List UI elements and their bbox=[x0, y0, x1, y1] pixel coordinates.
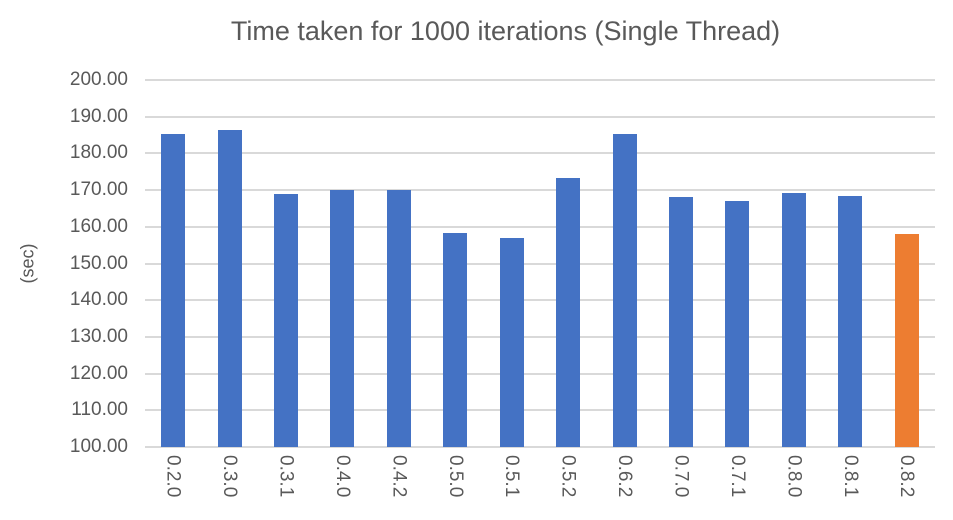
bar-slot bbox=[427, 80, 483, 447]
x-tick-slot: 0.5.2 bbox=[540, 455, 596, 520]
x-tick-label: 0.7.1 bbox=[726, 455, 748, 498]
gridline bbox=[145, 189, 935, 192]
x-tick-label: 0.5.0 bbox=[444, 455, 466, 498]
bar-0.8.0[interactable] bbox=[781, 193, 806, 447]
y-tick-label: 190.00 bbox=[69, 105, 128, 127]
y-tick-label: 200.00 bbox=[69, 69, 128, 90]
x-tick-label: 0.8.2 bbox=[896, 455, 918, 498]
bar-slot bbox=[258, 80, 314, 447]
x-tick-label: 0.2.0 bbox=[162, 455, 184, 498]
gridline bbox=[145, 225, 935, 228]
y-tick-label: 180.00 bbox=[69, 142, 128, 164]
bar-slot bbox=[653, 80, 709, 447]
x-tick-label: 0.3.1 bbox=[275, 455, 297, 498]
bar-0.5.0[interactable] bbox=[443, 232, 468, 447]
y-tick-label: 110.00 bbox=[71, 399, 128, 421]
bar-0.3.1[interactable] bbox=[274, 194, 299, 447]
x-tick-slot: 0.7.0 bbox=[653, 455, 709, 520]
bar-slot bbox=[371, 80, 427, 447]
x-tick-slot: 0.2.0 bbox=[145, 455, 201, 520]
gridline bbox=[145, 115, 935, 118]
x-tick-label: 0.3.0 bbox=[219, 455, 241, 498]
x-tick-label: 0.8.0 bbox=[783, 455, 805, 498]
gridline bbox=[145, 152, 935, 155]
bar-slot bbox=[145, 80, 201, 447]
x-tick-slot: 0.7.1 bbox=[709, 455, 765, 520]
y-axis: 200.00 190.00 180.00 170.00 160.00 150.00 140.… bbox=[0, 69, 128, 457]
y-tick-label: 140.00 bbox=[69, 289, 128, 311]
gridline bbox=[145, 299, 935, 302]
bar-0.5.1[interactable] bbox=[499, 238, 524, 447]
x-tick-slot: 0.8.0 bbox=[766, 455, 822, 520]
x-tick-slot: 0.5.1 bbox=[484, 455, 540, 520]
y-tick-label: 150.00 bbox=[69, 252, 128, 274]
x-tick-slot: 0.8.1 bbox=[822, 455, 878, 520]
bar-0.8.2[interactable] bbox=[894, 234, 919, 447]
bar-slot bbox=[596, 80, 652, 447]
x-tick-label: 0.5.1 bbox=[501, 455, 523, 498]
bar-0.7.1[interactable] bbox=[725, 200, 750, 447]
bar-0.4.2[interactable] bbox=[386, 189, 411, 447]
x-tick-label: 0.4.2 bbox=[388, 455, 410, 498]
gridline bbox=[145, 79, 935, 81]
bar-slot bbox=[314, 80, 370, 447]
bar-slot bbox=[201, 80, 257, 447]
gridline bbox=[145, 372, 935, 375]
bar-0.8.1[interactable] bbox=[838, 195, 863, 447]
chart-title: Time taken for 1000 iterations (Single T… bbox=[230, 16, 781, 46]
bar-slot bbox=[484, 80, 540, 447]
bar-0.4.0[interactable] bbox=[330, 190, 355, 447]
x-tick-slot: 0.4.2 bbox=[371, 455, 427, 520]
y-tick-label: 120.00 bbox=[69, 362, 128, 384]
x-tick-slot: 0.6.2 bbox=[596, 455, 652, 520]
y-tick-label: 170.00 bbox=[69, 179, 128, 201]
gridline bbox=[145, 335, 935, 338]
bar-slot bbox=[766, 80, 822, 447]
x-tick-label: 0.7.0 bbox=[670, 455, 692, 498]
x-tick-slot: 0.3.1 bbox=[258, 455, 314, 520]
x-tick-slot: 0.3.0 bbox=[201, 455, 257, 520]
x-tick-slot: 0.8.2 bbox=[878, 455, 934, 520]
x-tick-label: 0.8.1 bbox=[839, 455, 861, 498]
y-tick-label: 100.00 bbox=[69, 436, 128, 457]
bar-0.7.0[interactable] bbox=[669, 196, 693, 447]
x-tick-label: 0.4.0 bbox=[331, 455, 353, 498]
y-tick-label: 130.00 bbox=[69, 325, 128, 347]
bar-slot bbox=[822, 80, 878, 447]
bar-0.2.0[interactable] bbox=[161, 133, 186, 447]
bars-container bbox=[145, 80, 935, 447]
bar-slot bbox=[540, 80, 596, 447]
bar-0.3.0[interactable] bbox=[217, 129, 242, 447]
bar-slot bbox=[878, 80, 934, 447]
plot-area bbox=[145, 79, 935, 448]
x-tick-slot: 0.4.0 bbox=[314, 455, 370, 520]
bar-slot bbox=[709, 80, 765, 447]
gridline bbox=[145, 446, 935, 448]
y-tick-label: 160.00 bbox=[69, 215, 128, 237]
bar-0.5.2[interactable] bbox=[556, 178, 581, 447]
x-axis: 0.2.0 0.3.0 0.3.1 0.4.0 0.4.2 0.5.0 0.5.1 0.5.2… bbox=[145, 455, 935, 520]
gridline bbox=[145, 409, 935, 412]
x-tick-label: 0.5.2 bbox=[557, 455, 579, 498]
gridline bbox=[145, 262, 935, 265]
x-tick-label: 0.6.2 bbox=[614, 455, 636, 498]
bar-0.6.2[interactable] bbox=[612, 133, 637, 447]
x-tick-slot: 0.5.0 bbox=[427, 455, 483, 520]
